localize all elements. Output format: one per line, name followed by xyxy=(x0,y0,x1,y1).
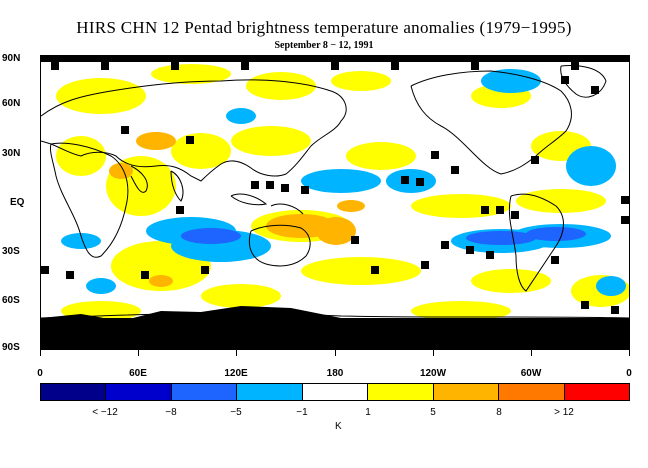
lon-label-120w: 120W xyxy=(419,368,447,379)
lon-tick xyxy=(40,350,41,356)
colorbar xyxy=(40,383,630,401)
colorbar-label: 8 xyxy=(496,407,502,418)
lon-tick xyxy=(531,350,532,356)
lon-label-180: 180 xyxy=(326,368,344,379)
lat-label-60n: 60N xyxy=(2,98,21,109)
coastline-outlines xyxy=(41,65,629,319)
colorbar-swatch xyxy=(564,384,629,400)
lon-label-60w: 60W xyxy=(520,368,542,379)
colorbar-swatch xyxy=(171,384,238,400)
colorbar-swatch xyxy=(433,384,500,400)
lon-tick xyxy=(629,350,630,356)
lat-label-30s: 30S xyxy=(2,246,20,257)
lon-label-60e: 60E xyxy=(129,368,147,379)
colorbar-label: < −12 xyxy=(92,407,118,418)
strong-cool-anomaly-patches xyxy=(181,227,586,245)
lat-label-90s: 90S xyxy=(2,342,20,353)
anomaly-map xyxy=(40,55,630,350)
lon-label-0: 0 xyxy=(37,368,43,379)
lon-tick xyxy=(433,350,434,356)
colorbar-label: 1 xyxy=(365,407,371,418)
map-subtitle: September 8 − 12, 1991 xyxy=(274,40,374,51)
colorbar-swatch xyxy=(106,384,172,400)
lat-label-eq: EQ xyxy=(10,197,25,208)
colorbar-label: −8 xyxy=(165,407,177,418)
map-title: HIRS CHN 12 Pentad brightness temperatur… xyxy=(76,18,572,37)
colorbar-swatch xyxy=(41,384,107,400)
lon-tick xyxy=(236,350,237,356)
colorbar-unit: K xyxy=(335,421,342,432)
colorbar-label: > 12 xyxy=(554,407,574,418)
lon-tick xyxy=(335,350,336,356)
missing-data-blocks xyxy=(41,56,629,349)
anomaly-map-graphic xyxy=(41,56,629,349)
colorbar-swatch xyxy=(302,384,369,400)
lat-label-90n: 90N xyxy=(2,53,21,64)
colorbar-label: −5 xyxy=(230,407,242,418)
colorbar-swatch xyxy=(499,384,565,400)
lat-label-60s: 60S xyxy=(2,295,20,306)
lon-label-120e: 120E xyxy=(224,368,248,379)
colorbar-label: 5 xyxy=(430,407,436,418)
warm-anomaly-patches xyxy=(56,64,629,321)
colorbar-swatch xyxy=(368,384,434,400)
colorbar-swatch xyxy=(237,384,303,400)
colorbar-label: −1 xyxy=(296,407,308,418)
lon-tick xyxy=(138,350,139,356)
strong-warm-anomaly-patches xyxy=(109,132,365,287)
lon-label-0-east: 0 xyxy=(626,368,632,379)
lat-label-30n: 30N xyxy=(2,148,21,159)
